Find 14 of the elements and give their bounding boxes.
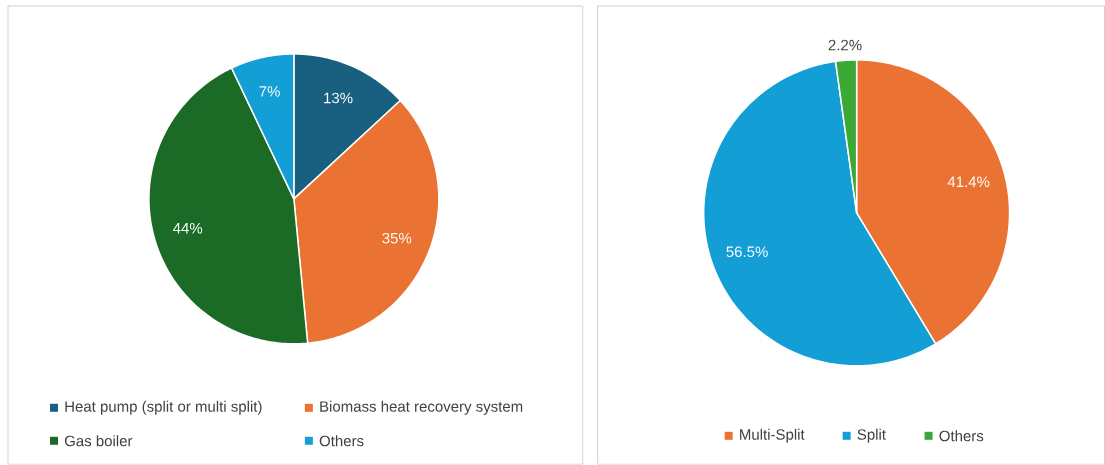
legend-label: Biomass heat recovery system [320,400,523,415]
data-label: 2.2% [828,39,862,51]
data-label: 13% [324,92,353,104]
data-label: 7% [259,86,280,97]
data-label: 35% [382,233,412,244]
data-label: 44% [173,223,203,234]
data-label: 41.4% [947,176,990,188]
data-label: 56.5% [726,246,768,258]
legend-label: Split [857,428,886,443]
legend-label: Others [939,430,984,442]
legend-label: Others [319,435,364,447]
legend-label: Heat pump (split or multi split) [65,400,262,415]
legend-label: Multi-Split [740,428,805,443]
legend-label: Gas boiler [64,435,133,447]
